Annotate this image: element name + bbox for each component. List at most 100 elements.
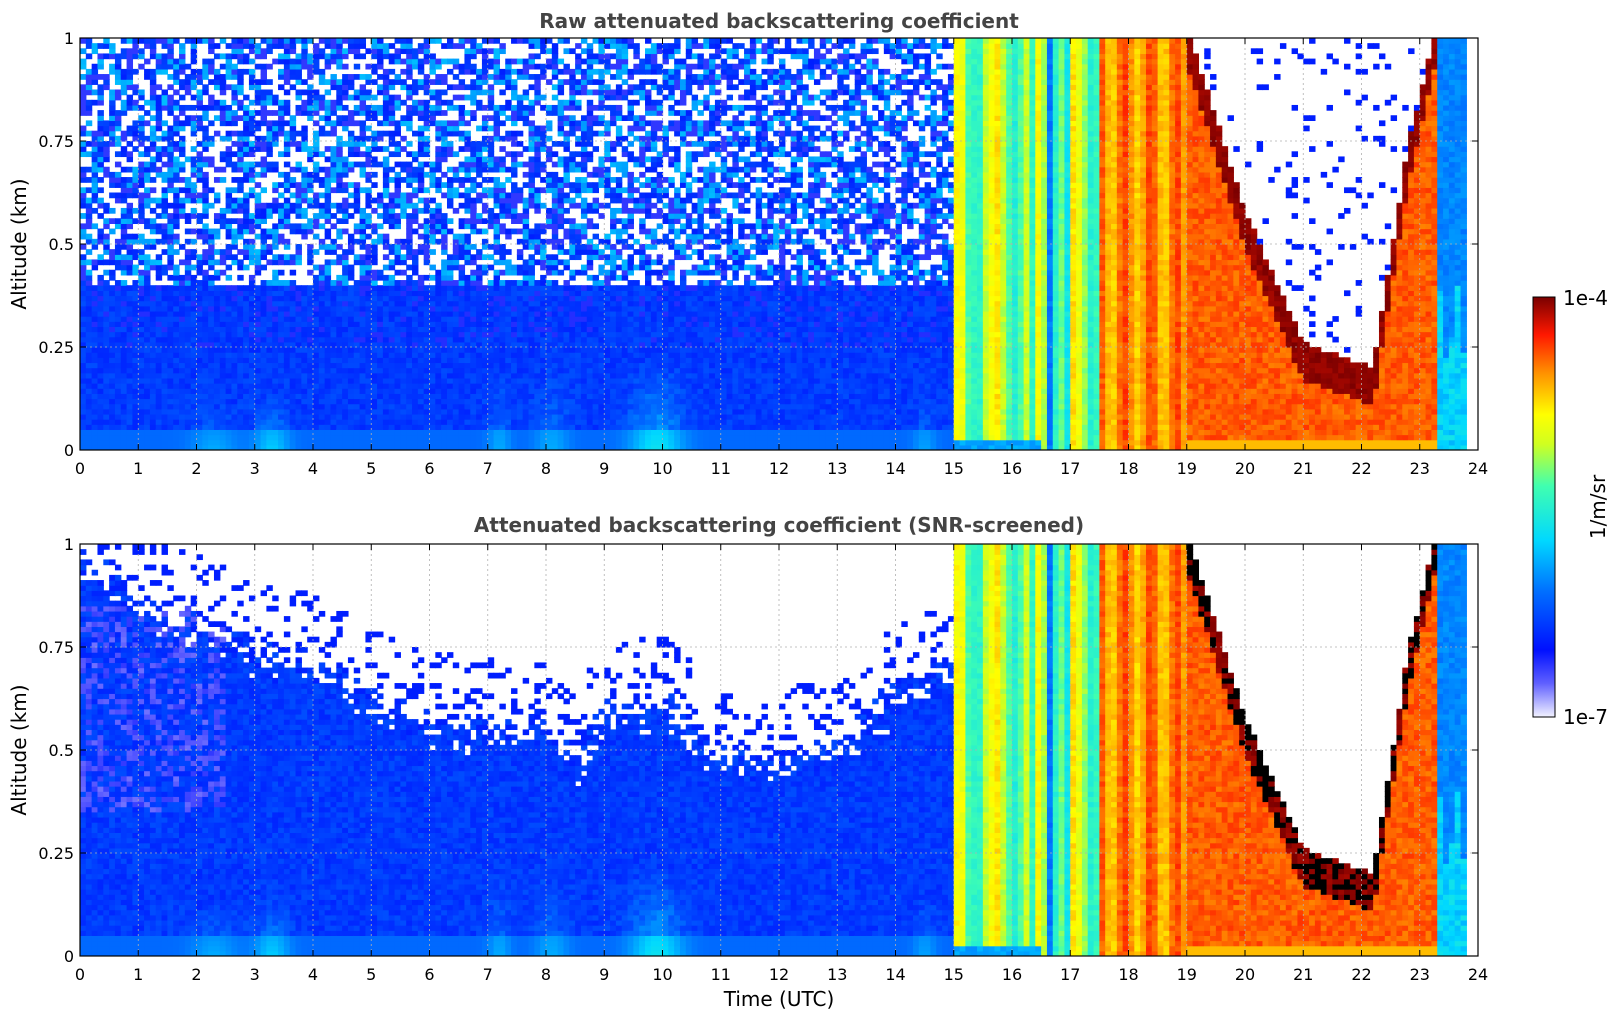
heatmap-cell [534,38,541,44]
heatmap-cell [237,326,244,333]
heatmap-cell [336,372,343,379]
heatmap-cell [248,439,256,446]
heatmap-cell [464,285,471,291]
heatmap-cell [313,326,320,333]
heatmap-cell [225,53,233,60]
heatmap-cell [109,171,116,178]
heatmap-cell [371,48,378,55]
heatmap-cell [336,352,343,358]
heatmap-cell [272,372,279,379]
heatmap-cell [149,156,157,163]
heatmap-cell [324,439,332,446]
heatmap-cell [382,233,390,240]
heatmap-cell [342,388,349,394]
heatmap-cell [97,290,104,297]
heatmap-cell [254,419,262,425]
heatmap-cell [365,310,372,317]
heatmap-cell [155,213,163,219]
heatmap-cell [347,249,355,255]
heatmap-cell [132,398,139,405]
heatmap-cell [458,110,466,116]
heatmap-cell [511,68,518,75]
heatmap-cell [173,321,180,327]
heatmap-cell [522,429,530,436]
heatmap-cell [435,290,442,297]
heatmap-cell [149,321,157,327]
heatmap-cell [248,238,256,245]
heatmap-cell [423,38,431,44]
heatmap-cell [248,171,256,178]
heatmap-cell [272,94,279,101]
heatmap-cell [522,63,530,70]
heatmap-cell [196,125,203,132]
heatmap-cell [336,171,343,178]
heatmap-cell [307,429,314,436]
heatmap-cell [516,393,524,400]
heatmap-cell [423,383,431,389]
heatmap-cell [155,125,163,132]
heatmap-cell [406,63,413,70]
heatmap-cell [412,295,419,302]
heatmap-cell [184,295,192,302]
heatmap-cell [417,141,425,147]
heatmap-cell [406,295,413,302]
heatmap-cell [109,63,116,70]
heatmap-cell [371,413,378,420]
heatmap-cell [336,89,343,96]
heatmap-cell [342,316,349,322]
heatmap-cell [435,331,442,338]
heatmap-cell [336,439,343,446]
heatmap-cell [441,357,448,364]
heatmap-cell [470,68,477,75]
heatmap-cell [487,58,495,65]
heatmap-cell [347,393,355,400]
heatmap-cell [470,43,477,49]
heatmap-cell [406,161,413,168]
heatmap-cell [394,413,401,420]
heatmap-cell [313,202,320,209]
heatmap-cell [441,274,448,281]
heatmap-cell [481,408,489,415]
heatmap-cell [231,305,238,312]
heatmap-cell [336,331,343,338]
heatmap-cell [237,393,244,400]
heatmap-cell [365,135,372,142]
heatmap-cell [388,53,396,60]
heatmap-cell [114,161,122,168]
heatmap-cell [91,197,99,204]
heatmap-cell [382,177,390,183]
heatmap-cell [132,187,139,194]
heatmap-cell [272,305,279,312]
heatmap-cell [202,84,209,91]
heatmap-cell [481,316,489,322]
heatmap-cell [91,290,99,297]
heatmap-cell [330,187,337,194]
heatmap-cell [499,285,506,291]
heatmap-cell [155,383,163,389]
heatmap-cell [208,429,215,436]
heatmap-cell [126,249,134,255]
heatmap-cell [295,254,302,261]
heatmap-cell [516,151,524,158]
heatmap-cell [161,228,168,235]
heatmap-cell [499,213,506,219]
heatmap-cell [80,305,87,312]
heatmap-cell [412,439,419,446]
heatmap-cell [377,429,384,436]
heatmap-cell [272,336,279,343]
heatmap-cell [371,161,378,168]
heatmap-cell [347,444,355,450]
heatmap-cell [138,326,145,333]
heatmap-cell [167,316,174,322]
heatmap-cell [97,141,104,147]
heatmap-cell [248,388,256,394]
heatmap-cell [109,135,116,142]
heatmap-cell [435,202,442,209]
heatmap-cell [388,43,396,49]
heatmap-cell [423,125,431,132]
heatmap-cell [138,434,145,441]
heatmap-cell [149,408,157,415]
heatmap-cell [487,264,495,271]
heatmap-cell [149,393,157,400]
heatmap-cell [353,280,361,286]
